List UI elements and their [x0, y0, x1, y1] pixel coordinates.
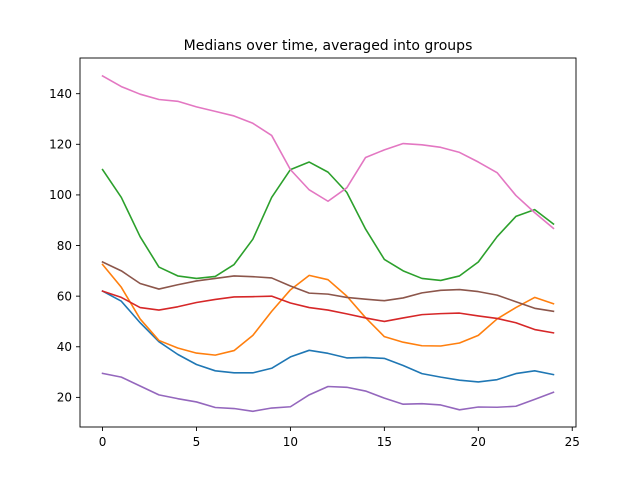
x-tick-label: 10: [283, 435, 298, 449]
x-tick-label: 20: [471, 435, 486, 449]
series-line-6: [101, 260, 555, 313]
y-tick-label: 40: [57, 340, 72, 354]
series-line-3: [101, 161, 555, 282]
x-tick-label: 25: [565, 435, 580, 449]
series-line-4: [101, 290, 555, 334]
y-tick-label: 100: [49, 188, 72, 202]
y-tick-label: 20: [57, 391, 72, 405]
y-tick-label: 60: [57, 289, 72, 303]
chart-title: Medians over time, averaged into groups: [184, 38, 473, 54]
series-line-5: [101, 372, 555, 413]
series-line-7: [101, 74, 555, 230]
x-tick-label: 15: [377, 435, 392, 449]
axis-layer: 0 5 10 15 20 25 20 40 60 80 100 120 140: [49, 57, 580, 449]
y-tick-label: 80: [57, 239, 72, 253]
series-line-2: [101, 263, 555, 356]
x-tick-label: 5: [193, 435, 201, 449]
y-tick-label: 140: [49, 87, 72, 101]
plot-frame: [79, 57, 577, 428]
x-tick-label: 0: [99, 435, 107, 449]
series-layer: [101, 74, 555, 413]
series-line-1: [101, 290, 555, 383]
y-tick-label: 120: [49, 138, 72, 152]
